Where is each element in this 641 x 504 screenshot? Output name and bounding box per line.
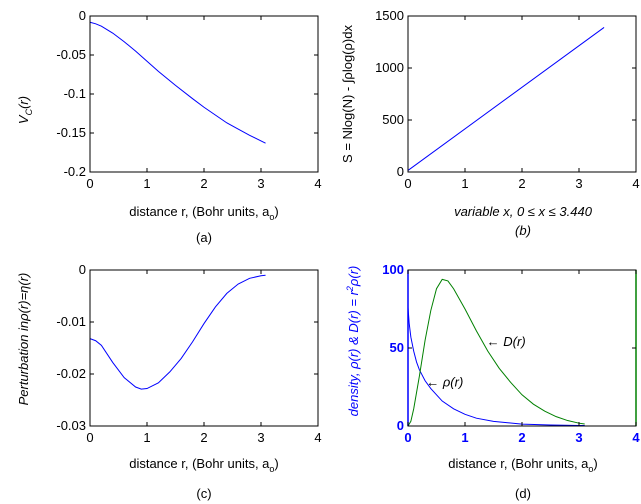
- panel-d-annotation-0: ← D(r): [487, 334, 526, 349]
- panel-c-xtick-label: 0: [86, 430, 93, 445]
- panel-b-ytick-label: 500: [382, 112, 404, 127]
- panel-d-ylabel-sup: 2: [345, 286, 355, 292]
- panel-c-ytick-label: 0: [79, 262, 86, 277]
- panel-b-series-0: [407, 27, 605, 171]
- panel-b-frame: [407, 15, 637, 173]
- panel-d-annotation-1: ← ρ(r): [426, 374, 463, 389]
- panel-c-caption: (c): [196, 486, 211, 501]
- panel-a-caption: (a): [196, 230, 212, 245]
- panel-a-xlabel-sub: o: [269, 212, 274, 222]
- panel-c-xtick-label: 3: [257, 430, 264, 445]
- panel-d-xtick-label: 3: [575, 430, 582, 445]
- panel-a-ytick-label: -0.05: [56, 47, 86, 62]
- panel-d-xlabel-tail: ): [593, 456, 597, 471]
- panel-c-xlabel-sub: o: [269, 464, 274, 474]
- panel-a-series-0: [89, 21, 266, 144]
- panel-d-series-1: [407, 278, 585, 427]
- panel-c-ytick-label: -0.03: [56, 418, 86, 433]
- panel-d-xlabel-sub: o: [588, 464, 593, 474]
- panel-b-ytick-label: 1500: [375, 8, 404, 23]
- panel-b: 0 1 2 3 4 0 500 1000 1500 S = Nlog(N) - ∫ρlog(ρ)…: [340, 8, 640, 238]
- panel-b-xtick-label: 1: [461, 176, 468, 191]
- panel-b-xlabel: variable x, 0 ≤ x ≤ 3.440: [454, 204, 593, 219]
- panel-b-caption: (b): [515, 223, 531, 238]
- panel-d-xtick-label: 2: [518, 430, 525, 445]
- panel-a-ytick-label: -0.15: [56, 125, 86, 140]
- panel-b-xtick-label: 0: [404, 176, 411, 191]
- panel-c-ytick-label: -0.01: [56, 314, 86, 329]
- panel-c-ylabel: Perturbation inρ(r)=η(r): [16, 273, 31, 406]
- panel-b-ytick-label: 0: [397, 164, 404, 179]
- panel-d-xlabel: distance r, (Bohr units, ao): [448, 456, 598, 474]
- panel-d-plot: 0 1 2 3 4 0 50 100 ← D(r) ← ρ(r): [382, 262, 640, 445]
- panel-b-xtick-label: 3: [575, 176, 582, 191]
- panel-a-ylabel: VC(r): [16, 96, 34, 124]
- panel-b-plot: 0 1 2 3 4 0 500 1000 1500: [375, 8, 640, 191]
- panel-b-xtick-label: 2: [518, 176, 525, 191]
- panel-a-xlabel: distance r, (Bohr units, ao): [129, 204, 279, 222]
- panel-a-xtick-label: 3: [257, 176, 264, 191]
- panel-d: 0 1 2 3 4 0 50 100 ← D(r) ← ρ(r) density, ρ(r) & …: [345, 262, 640, 501]
- panel-a-xtick-label: 0: [86, 176, 93, 191]
- panel-a-ylabel-tail: (r): [16, 96, 31, 109]
- panel-c: 0 1 2 3 4 -0.03 -0.02 -0.01 0 Perturbation inρ(r…: [16, 262, 322, 501]
- panel-d-ytick-label: 50: [390, 340, 404, 355]
- panel-c-xtick-label: 1: [143, 430, 150, 445]
- panel-c-xlabel-tail: ): [274, 456, 278, 471]
- panel-b-xtick-label: 4: [632, 176, 639, 191]
- panel-c-xtick-label: 2: [200, 430, 207, 445]
- panel-b-ylabel: S = Nlog(N) - ∫ρlog(ρ)dx: [340, 25, 355, 163]
- panel-a: 0 1 2 3 4 -0.2 -0.15 -0.1 -0.05 0 VC(r) distance …: [16, 8, 322, 245]
- panel-d-xtick-label: 1: [461, 430, 468, 445]
- panel-a-xtick-label: 1: [143, 176, 150, 191]
- panel-c-series-0: [89, 274, 266, 390]
- panel-a-ytick-label: -0.1: [64, 86, 86, 101]
- panel-a-ytick-label: -0.2: [64, 164, 86, 179]
- panel-d-ytick-label: 100: [382, 262, 404, 277]
- panel-a-ylabel-sub: C: [24, 108, 34, 115]
- panel-b-ytick-label: 1000: [375, 60, 404, 75]
- panel-d-caption: (d): [515, 486, 531, 501]
- panel-a-ytick-label: 0: [79, 8, 86, 23]
- panel-d-xtick-label: 4: [632, 430, 640, 445]
- panel-a-xtick-label: 2: [200, 176, 207, 191]
- panel-d-series-0: [407, 307, 585, 427]
- panel-d-xtick-label: 0: [404, 430, 411, 445]
- panel-a-frame: [89, 15, 319, 173]
- panel-c-plot: 0 1 2 3 4 -0.03 -0.02 -0.01 0: [56, 262, 321, 445]
- panel-a-xtick-label: 4: [314, 176, 321, 191]
- panel-c-ytick-label: -0.02: [56, 366, 86, 381]
- panel-d-ylabel: density, ρ(r) & D(r) = r2ρ(r): [345, 266, 361, 417]
- panel-a-plot: 0 1 2 3 4 -0.2 -0.15 -0.1 -0.05 0: [56, 8, 321, 191]
- panel-c-xlabel: distance r, (Bohr units, ao): [129, 456, 279, 474]
- panel-d-ylabel-tail: ρ(r): [346, 266, 361, 287]
- panel-a-xlabel-tail: ): [274, 204, 278, 219]
- panel-c-frame: [89, 269, 319, 427]
- panel-c-xtick-label: 4: [314, 430, 321, 445]
- panel-d-ytick-label: 0: [397, 418, 404, 433]
